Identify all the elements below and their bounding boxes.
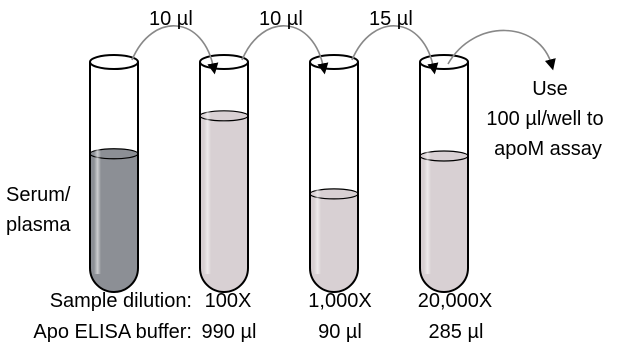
serum-label: Serum/ <box>6 184 71 206</box>
transfer-volume-3: 15 µl <box>369 8 413 30</box>
dilution-100x: 100X <box>204 290 252 312</box>
tube-tube-1000x <box>309 54 359 293</box>
tube-outline <box>199 62 249 293</box>
tube-outline <box>309 62 359 293</box>
tube-outline <box>419 62 469 293</box>
buffer-label: Apo ELISA buffer: <box>33 321 192 343</box>
use-label: Use <box>532 78 568 100</box>
buffer-volume-1: 990 µl <box>201 321 257 343</box>
tube-tube-100x <box>199 54 249 293</box>
transfer-arrow-1 <box>131 25 219 75</box>
buffer-volume-2: 90 µl <box>318 321 362 343</box>
volume-per-well-label: 100 µl/well to <box>486 108 604 130</box>
glass-highlight <box>424 68 438 274</box>
glass-highlight <box>94 68 108 274</box>
sample-dilution-label: Sample dilution: <box>49 290 192 312</box>
transfer-arrow-2 <box>241 25 329 75</box>
tube-tube-20000x <box>419 54 469 293</box>
transfer-volume-2: 10 µl <box>259 8 303 30</box>
final-arrow <box>447 29 556 71</box>
dilution-1000x: 1,000X <box>308 290 372 312</box>
tube-rim <box>199 54 249 70</box>
tube-outline <box>89 62 139 293</box>
transfer-volume-1: 10 µl <box>149 8 193 30</box>
glass-highlight <box>314 68 328 274</box>
tube-rim <box>89 54 139 70</box>
dilution-20000x: 20,000X <box>417 290 493 312</box>
transfer-arrow-3 <box>351 25 439 75</box>
apom-assay-label: apoM assay <box>494 138 602 160</box>
tube-rim <box>419 54 469 70</box>
plasma-label: plasma <box>6 214 71 236</box>
glass-highlight <box>204 68 218 274</box>
tube-serum <box>89 54 139 293</box>
tube-rim <box>309 54 359 70</box>
buffer-volume-3: 285 µl <box>428 321 484 343</box>
